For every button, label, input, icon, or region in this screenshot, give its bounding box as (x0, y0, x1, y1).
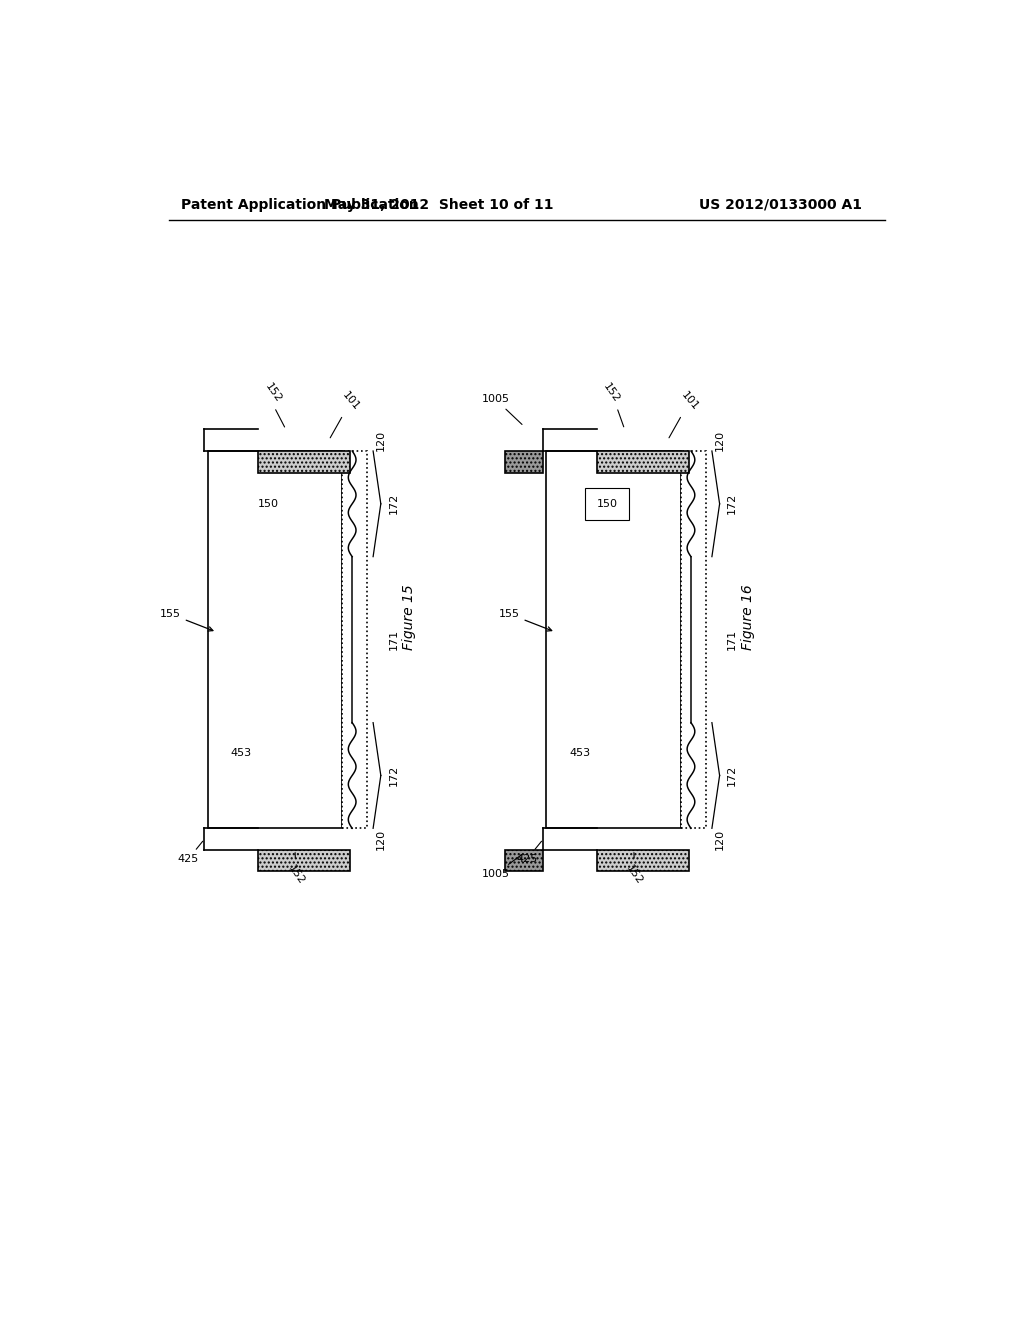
Text: 150: 150 (258, 499, 279, 508)
Text: Figure 15: Figure 15 (402, 585, 417, 651)
Bar (505, 451, 544, 473)
Text: 172: 172 (388, 764, 398, 787)
Text: 120: 120 (376, 829, 386, 850)
Bar (547, 451, 681, 829)
Text: 172: 172 (727, 764, 737, 787)
Text: 120: 120 (376, 429, 386, 451)
Text: 172: 172 (727, 494, 737, 515)
Text: 425: 425 (516, 841, 542, 865)
Text: 155: 155 (160, 609, 213, 631)
Bar (342, 451, 367, 829)
Text: 172: 172 (388, 494, 398, 515)
Text: 101: 101 (330, 389, 361, 438)
Bar (258, 850, 350, 871)
Text: 453: 453 (569, 748, 591, 758)
Text: Figure 16: Figure 16 (741, 585, 755, 651)
Text: 101: 101 (669, 389, 700, 438)
Text: 425: 425 (177, 841, 203, 865)
Text: US 2012/0133000 A1: US 2012/0133000 A1 (699, 198, 862, 211)
Text: Patent Application Publication: Patent Application Publication (180, 198, 419, 211)
Text: 120: 120 (715, 829, 725, 850)
Text: 1005: 1005 (481, 395, 522, 425)
Text: 171: 171 (727, 630, 737, 651)
Text: 152: 152 (625, 853, 645, 887)
Text: 152: 152 (263, 381, 285, 426)
Bar (505, 850, 544, 871)
Text: 150: 150 (597, 499, 617, 508)
Text: 171: 171 (388, 630, 398, 651)
Bar (208, 451, 342, 829)
Text: May 31, 2012  Sheet 10 of 11: May 31, 2012 Sheet 10 of 11 (324, 198, 553, 211)
Text: 152: 152 (601, 381, 624, 426)
Bar (258, 451, 350, 473)
Text: 453: 453 (230, 748, 252, 758)
Bar (681, 451, 706, 829)
Text: 152: 152 (286, 853, 306, 887)
Text: 120: 120 (715, 429, 725, 451)
Text: 155: 155 (499, 609, 552, 631)
Bar (597, 850, 689, 871)
Text: 1005: 1005 (481, 854, 522, 879)
Bar (597, 451, 689, 473)
